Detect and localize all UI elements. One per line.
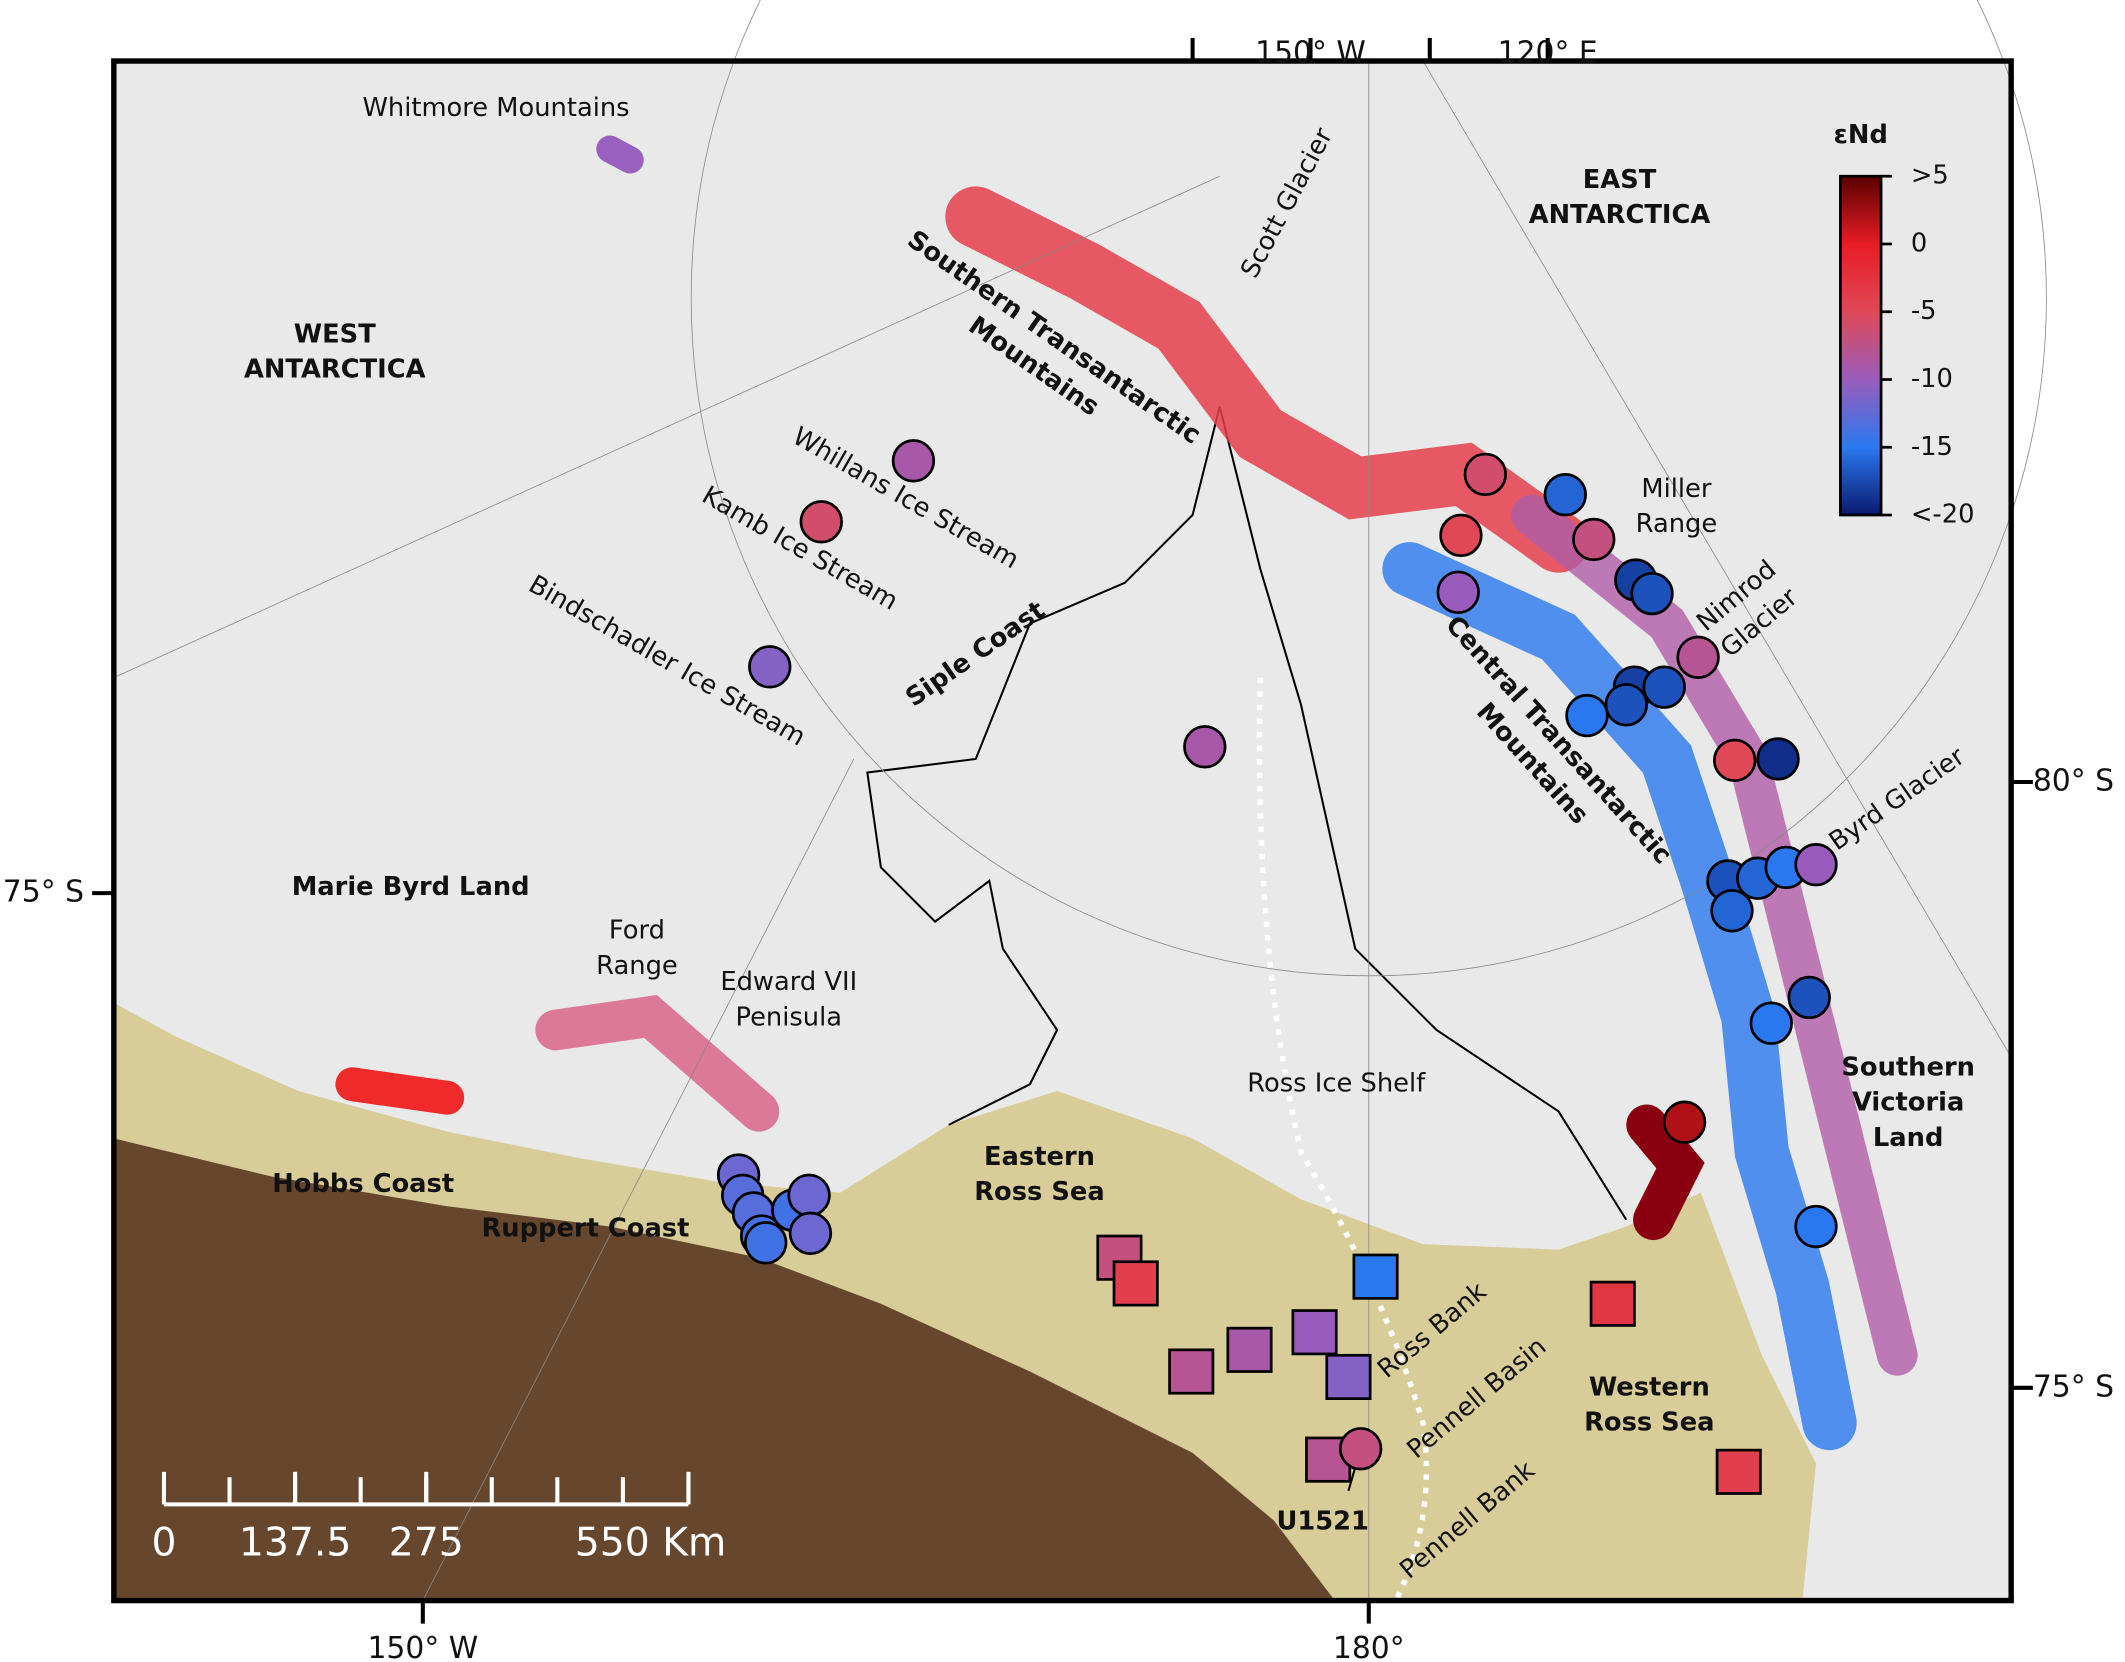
map-label: Whitmore Mountains [362,93,629,123]
colorbar-title: εNd [1834,120,1888,150]
sample-square [1352,1253,1399,1300]
label-text: Range [596,951,678,981]
sample-circle [1630,571,1674,616]
label-text: Ruppert Coast [481,1214,689,1244]
sample-circle [799,500,843,544]
label-text: WEST [294,319,376,349]
map-label: Southern Victoria Land [1841,1052,1975,1152]
label-text: Southern [1841,1052,1975,1082]
map-label: EAST ANTARCTICA [1529,165,1711,230]
sample-circle [1756,737,1800,781]
graticule-label: 75° S [2033,1369,2114,1404]
label-text: ANTARCTICA [244,355,426,385]
divide-line [1256,677,1430,1602]
label-text: Edward VII [720,967,857,997]
sample-circle [1543,473,1587,517]
sample-square [1291,1309,1338,1356]
label-text: Whitmore Mountains [362,93,629,123]
sample-circle [1713,738,1757,783]
sample-circle [1338,1427,1383,1471]
sample-circle [1749,1001,1793,1045]
grounding-line [866,406,1628,1221]
graticule [113,0,2047,1601]
sample-circle [1642,665,1686,709]
map-label: Ross Ice Shelf [1247,1069,1426,1099]
sample-square [1168,1348,1215,1395]
map-label: Hobbs Coast [272,1169,454,1199]
sample-circle [744,1221,788,1265]
graticule-label: 80° S [2033,764,2114,799]
label-text: EAST [1583,165,1657,195]
sample-circle [1710,889,1754,933]
graticule-label: 180° [1333,1631,1405,1662]
frame [111,58,2014,1604]
label-text: Hobbs Coast [272,1169,454,1199]
map-label: Ford Range [596,916,678,981]
sample-circle [1604,683,1648,727]
map-label: Miller Range [1636,474,1718,539]
sample-circle [891,439,936,483]
label-text: Ross Sea [974,1177,1104,1207]
map-label: WEST ANTARCTICA [244,319,426,384]
colorbar-tick-label: -5 [1911,296,1937,326]
map-label: Ruppert Coast [481,1214,689,1244]
label-text: ANTARCTICA [1529,200,1711,230]
label-text: Marie Byrd Land [292,872,530,902]
scale-label: 550 Km [575,1521,727,1566]
sample-circle [1794,842,1838,887]
graticule-label: 150° W [367,1631,478,1662]
colorbar-tick-label: 0 [1911,228,1927,258]
scale-label: 137.5 [239,1521,352,1566]
label-text: Eastern [984,1142,1095,1172]
label-text: Miller [1641,474,1711,504]
sample-square [1715,1448,1762,1495]
sample-circle [1463,452,1508,497]
graticule-label: 75° S [3,875,84,910]
sample-circle [1436,570,1480,614]
map-label: Eastern Ross Sea [974,1142,1104,1207]
deep-ocean [113,1138,1335,1601]
sample-square [1589,1280,1636,1327]
map-label: Marie Byrd Land [292,872,530,902]
sample-circle [788,1211,833,1255]
label-text: Range [1636,509,1718,539]
sample-square [1112,1260,1159,1307]
graticule-label: 120° E [1498,36,1598,71]
sample-circle [1565,693,1609,738]
sample-circle [1662,1100,1707,1144]
colorbar [1839,174,1883,517]
map-label: U1521 [1276,1506,1369,1536]
label-text: Land [1873,1123,1944,1153]
map-label: Edward VII Penisula [720,967,857,1032]
label-text: Ross Sea [1584,1408,1714,1438]
sample-circle [1183,725,1227,769]
label-text: Ross Ice Shelf [1247,1069,1426,1099]
sample-circle [1676,635,1720,680]
sample-circle [1794,1204,1838,1249]
label-text: Western [1589,1372,1710,1402]
sample-circle [1439,513,1483,558]
label-text: Penisula [735,1002,842,1032]
sample-square [1226,1326,1273,1373]
sample-circle [1572,517,1616,562]
colorbar-tick-label: <-20 [1911,500,1975,530]
colorbar-tick-label: -10 [1911,364,1953,394]
map-label: Western Ross Sea [1584,1372,1714,1437]
sample-circle [1787,975,1831,1020]
graticule-label: 150° W [1255,36,1366,71]
label-text: U1521 [1276,1506,1369,1536]
scale-label: 275 [389,1521,464,1566]
colorbar-tick-label: -15 [1911,432,1953,462]
label-text: Victoria [1852,1088,1964,1118]
sample-square [1325,1353,1372,1400]
scale-label: 0 [151,1521,176,1566]
sample-circle [787,1173,831,1218]
colorbar-tick-label: >5 [1911,161,1949,191]
sample-circle [748,645,792,689]
label-text: Ford [609,916,665,946]
